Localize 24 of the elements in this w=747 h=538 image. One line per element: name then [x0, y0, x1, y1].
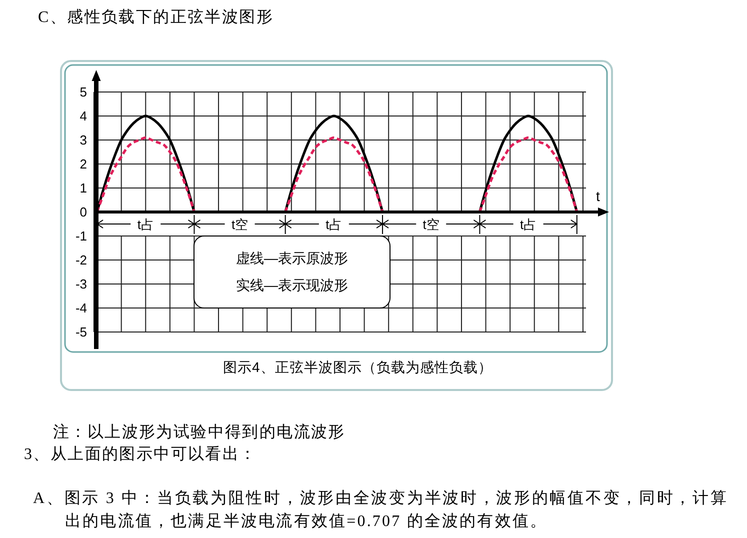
- text: 图示4、正弦半波图示（负载为感性负载）: [223, 359, 492, 375]
- y-tick-label: 3: [80, 132, 87, 148]
- y-tick-label: 0: [80, 204, 87, 220]
- y-tick-label: 1: [80, 180, 87, 196]
- y-tick-label: 4: [80, 108, 87, 124]
- y-tick-label: 2: [80, 156, 87, 172]
- annotation: t空: [231, 216, 248, 232]
- y-tick-label: -3: [75, 276, 87, 292]
- annotation: t占: [137, 216, 154, 232]
- y-tick-label: -2: [75, 252, 87, 268]
- text: 注：以上波形为试验中得到的电流波形: [53, 424, 346, 441]
- annotation: t占: [326, 216, 342, 232]
- y-tick-label: -1: [75, 228, 87, 244]
- chart-title: C、感性负载下的正弦半波图形: [38, 9, 274, 26]
- annotation: 实线—表示现波形: [236, 277, 348, 293]
- annotation: t空: [422, 216, 440, 232]
- x-axis-title: t: [596, 188, 600, 204]
- annotation: t占: [520, 216, 537, 232]
- text: 3、从上面的图示中可以看出：: [24, 446, 257, 463]
- y-tick-label: -4: [75, 300, 87, 316]
- text: A、图示 3 中：当负载为阻性时，波形由全波变为半波时，波形的幅值不变，同时，计算出的电流值，也满足半波电流有效值=0.707 的全波的有效值。: [33, 490, 728, 530]
- y-tick-label: -5: [75, 324, 87, 340]
- y-tick-label: 5: [80, 84, 87, 100]
- annotation: 虚线—表示原波形: [236, 250, 348, 266]
